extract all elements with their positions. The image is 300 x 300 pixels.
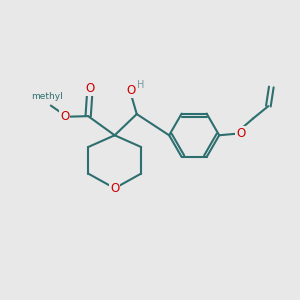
Text: O: O — [110, 182, 119, 195]
Text: O: O — [60, 110, 70, 123]
Text: H: H — [137, 80, 145, 90]
Text: O: O — [85, 82, 94, 95]
Text: methyl: methyl — [32, 92, 63, 101]
Text: O: O — [236, 127, 245, 140]
Text: O: O — [126, 84, 136, 97]
